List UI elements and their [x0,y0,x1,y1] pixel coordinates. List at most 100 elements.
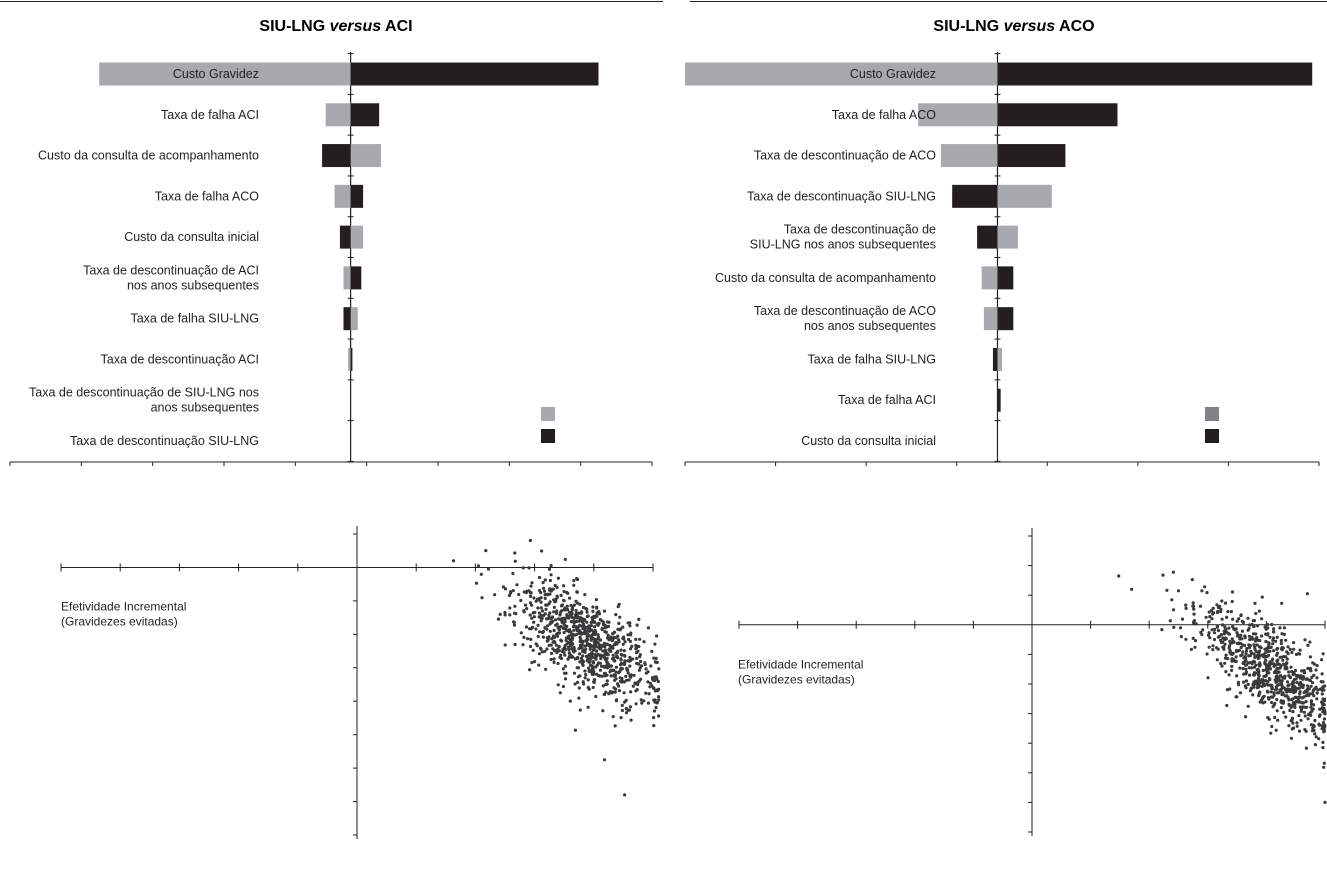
data-point [1252,685,1256,689]
data-point [578,602,582,606]
data-point [635,688,639,692]
data-point [572,583,576,587]
data-point [1317,737,1321,741]
data-point [1298,692,1302,696]
data-point [1244,679,1248,683]
data-point [578,708,582,712]
data-point [513,604,517,608]
data-point [1323,723,1327,727]
data-point [1280,632,1284,636]
data-point [527,566,531,570]
data-point [1312,694,1316,698]
data-point [1291,721,1295,725]
data-point [1302,670,1306,674]
data-point [1298,705,1302,709]
data-point [1309,700,1313,704]
data-point [1285,661,1289,665]
data-point [1225,615,1229,620]
data-point [541,580,545,585]
data-point [549,643,553,647]
data-point [568,596,572,600]
data-point [1299,709,1303,713]
data-point [592,680,596,684]
data-point [594,665,598,669]
data-point [567,628,572,632]
data-point [1275,667,1279,671]
data-point [581,624,585,629]
data-point [1257,671,1261,676]
data-point [570,615,574,619]
data-point [528,591,533,595]
data-point [1241,666,1245,671]
bar-limite-inferior [350,266,362,290]
data-point [1281,658,1285,662]
bar-limite-inferior [997,388,1001,412]
data-point [1207,645,1211,649]
data-point [622,649,626,653]
data-point [1272,664,1276,669]
data-point [584,630,589,634]
data-point [537,663,541,667]
data-point [616,656,620,660]
data-point [1221,636,1225,640]
data-point [591,620,595,624]
data-point [575,666,579,670]
data-point [622,662,626,666]
data-point [1238,666,1242,670]
data-point [503,610,507,615]
data-point [519,631,523,635]
data-point [590,667,594,671]
data-point [629,690,633,694]
data-point [1267,646,1271,650]
data-point [618,669,622,674]
bar-limite-inferior [992,347,998,371]
data-point [623,659,627,664]
data-point [1242,680,1246,684]
data-point [554,623,558,627]
scatter-plot-aci: Efetividade Incremental (Gravidezes evita… [60,526,661,839]
data-point [522,609,526,613]
data-point [540,630,545,635]
data-point [539,591,543,595]
data-point [1224,653,1228,657]
data-point [1243,684,1247,688]
data-point [646,701,651,705]
data-point [625,678,629,682]
data-point [1312,673,1316,678]
data-point [1165,588,1169,592]
data-point [1306,717,1310,721]
data-point [634,647,638,651]
data-point [553,583,557,588]
data-point [587,629,592,633]
data-point [594,694,598,699]
data-point [1238,691,1242,695]
data-point [577,696,581,700]
data-point [614,613,618,617]
data-point [604,690,608,694]
data-point [1230,652,1234,657]
data-point [1272,630,1276,634]
data-point [624,674,628,678]
data-point [511,589,515,593]
bar-limite-inferior [350,347,353,371]
data-point [566,591,570,596]
data-point [1230,637,1234,641]
data-point [1322,717,1326,721]
data-point [1320,706,1324,710]
data-point [1279,706,1283,710]
data-point [1235,634,1240,638]
data-point [618,615,622,619]
data-point [526,637,530,641]
data-point [1130,587,1134,591]
data-point [562,650,566,655]
data-point [533,660,537,664]
data-point [1309,705,1313,709]
data-point [621,636,625,640]
data-point [615,642,619,646]
data-point [628,705,633,709]
data-point [569,638,574,642]
data-point [1291,680,1295,684]
data-point [1274,639,1278,643]
data-point [1272,627,1276,631]
data-point [573,633,577,637]
